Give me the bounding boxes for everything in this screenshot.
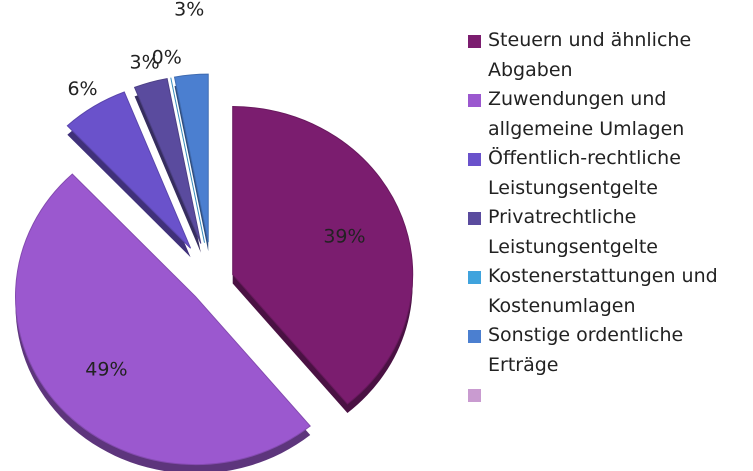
legend-label: Privatrechtliche Leistungsentgelte: [488, 206, 658, 258]
legend-item: Öffentlich-rechtliche Leistungsentgelte: [468, 144, 753, 203]
legend-swatch: [468, 153, 481, 166]
legend-swatch: [468, 389, 481, 402]
legend-item: Privatrechtliche Leistungsentgelte: [468, 203, 753, 262]
legend-item: Steuern und ähnliche Abgaben: [468, 26, 753, 85]
chart: 39%49%6%3%0%3%: [15, 0, 414, 471]
slice: [133, 77, 202, 244]
data-label: 0%: [152, 46, 182, 68]
data-label: 49%: [85, 358, 127, 380]
slice: [15, 173, 311, 466]
legend-label: Zuwendungen und allgemeine Umlagen: [488, 88, 685, 140]
slice-side: [170, 86, 205, 252]
slice-side: [134, 87, 201, 253]
legend-item: [468, 380, 753, 410]
legend-swatch: [468, 271, 481, 284]
data-label: 39%: [323, 225, 365, 247]
legend-swatch: [468, 330, 481, 343]
legend-item: Kostenerstattungen und Kostenumlagen: [468, 262, 753, 321]
legend: Steuern und ähnliche Abgaben Zuwendungen …: [468, 26, 753, 410]
legend-item: Zuwendungen und allgemeine Umlagen: [468, 85, 753, 144]
slice: [66, 91, 192, 249]
legend-swatch: [468, 212, 481, 225]
data-label: 3%: [130, 51, 160, 73]
legend-label: Öffentlich-rechtliche Leistungsentgelte: [488, 147, 681, 199]
legend-item: Sonstige ordentliche Erträge: [468, 321, 753, 380]
legend-label: Sonstige ordentliche Erträge: [488, 324, 684, 376]
slice: [173, 73, 209, 243]
data-label: 6%: [67, 78, 97, 100]
data-label: 3%: [174, 0, 204, 20]
legend-swatch: [468, 35, 481, 48]
slice: [232, 106, 414, 405]
legend-label: Kostenerstattungen und Kostenumlagen: [488, 265, 718, 317]
legend-label: Steuern und ähnliche Abgaben: [488, 29, 692, 81]
legend-swatch: [468, 94, 481, 107]
